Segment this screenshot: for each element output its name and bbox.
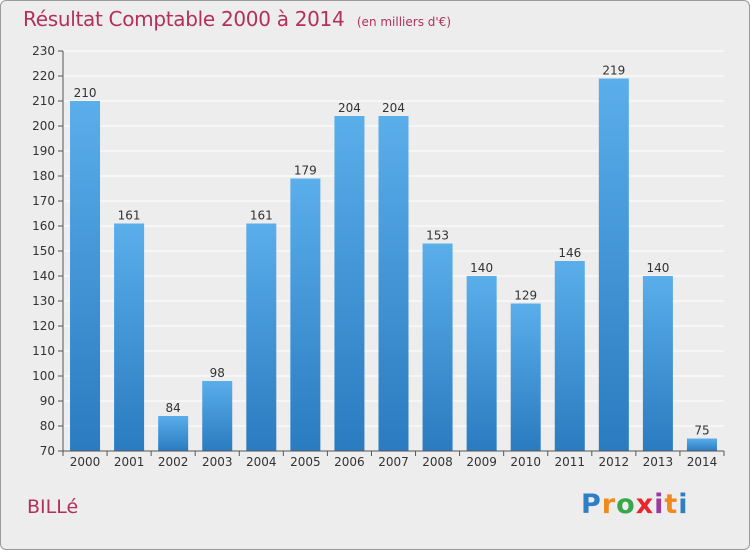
data-label: 84 <box>166 401 181 415</box>
chart-title: Résultat Comptable 2000 à 2014 <box>23 7 345 31</box>
bar-2005 <box>290 178 321 451</box>
x-tick-label: 2009 <box>466 455 497 469</box>
bar-2013 <box>642 276 673 451</box>
bar-2000 <box>70 101 101 451</box>
y-tick-label: 90 <box>40 394 55 408</box>
bar-2008 <box>422 243 453 451</box>
bars <box>70 78 717 451</box>
bar-2003 <box>202 381 233 451</box>
x-tick-label: 2008 <box>422 455 453 469</box>
x-tick-label: 2014 <box>687 455 718 469</box>
y-tick-label: 210 <box>32 94 55 108</box>
x-tick-label: 2002 <box>158 455 189 469</box>
data-label: 204 <box>338 101 361 115</box>
logo-letter: P <box>581 489 602 520</box>
y-tick-label: 70 <box>40 444 55 458</box>
bar-2014 <box>686 438 717 451</box>
y-tick-label: 100 <box>32 369 55 383</box>
data-label: 98 <box>210 366 225 380</box>
data-label: 219 <box>602 64 625 78</box>
data-label: 75 <box>694 424 709 438</box>
y-tick-label: 220 <box>32 69 55 83</box>
logo-letter: o <box>616 489 636 520</box>
logo-letter: t <box>664 489 679 520</box>
x-tick-label: 2013 <box>643 455 674 469</box>
y-tick-label: 150 <box>32 244 55 258</box>
axes: 7080901001101201301401501601701801902002… <box>32 44 725 469</box>
data-label: 179 <box>294 164 317 178</box>
data-label: 129 <box>514 289 537 303</box>
y-tick-label: 110 <box>32 344 55 358</box>
bar-2004 <box>246 223 277 451</box>
y-tick-label: 80 <box>40 419 55 433</box>
y-tick-label: 160 <box>32 219 55 233</box>
data-label: 153 <box>426 229 449 243</box>
y-tick-label: 130 <box>32 294 55 308</box>
x-tick-label: 2000 <box>70 455 101 469</box>
x-tick-label: 2012 <box>599 455 630 469</box>
data-label: 204 <box>382 101 405 115</box>
logo-letter: r <box>601 489 617 520</box>
logo-letter: i <box>654 489 665 520</box>
y-tick-label: 180 <box>32 169 55 183</box>
y-tick-label: 120 <box>32 319 55 333</box>
bar-2006 <box>334 116 365 451</box>
y-tick-label: 140 <box>32 269 55 283</box>
bar-2007 <box>378 116 409 451</box>
data-label: 146 <box>558 246 581 260</box>
x-tick-label: 2010 <box>510 455 541 469</box>
chart-unit: (en milliers d'€) <box>356 15 451 29</box>
y-tick-label: 170 <box>32 194 55 208</box>
x-tick-label: 2006 <box>334 455 365 469</box>
bar-2009 <box>466 276 497 451</box>
x-tick-label: 2003 <box>202 455 233 469</box>
x-tick-label: 2011 <box>554 455 585 469</box>
y-tick-label: 230 <box>32 44 55 58</box>
place-name: BILLé <box>27 496 79 518</box>
y-tick-label: 200 <box>32 119 55 133</box>
logo-letter: i <box>678 489 689 520</box>
proxiti-logo: Proxiti <box>581 489 689 520</box>
logo-letter: x <box>635 489 655 520</box>
data-label: 140 <box>470 261 493 275</box>
bar-2001 <box>114 223 145 451</box>
title-row: Résultat Comptable 2000 à 2014 (en milli… <box>23 7 451 31</box>
x-tick-label: 2007 <box>378 455 409 469</box>
data-label: 161 <box>118 209 141 223</box>
x-tick-label: 2005 <box>290 455 321 469</box>
x-tick-label: 2004 <box>246 455 277 469</box>
data-label: 161 <box>250 209 273 223</box>
bar-2010 <box>510 303 541 451</box>
y-tick-label: 190 <box>32 144 55 158</box>
data-label: 140 <box>646 261 669 275</box>
data-labels: 210 161 84 98 161 179 204 204 153 140 129 146 219 140… <box>74 64 710 438</box>
bar-2002 <box>158 416 189 451</box>
bar-2011 <box>554 261 585 451</box>
x-tick-label: 2001 <box>114 455 145 469</box>
bar-2012 <box>598 78 629 451</box>
data-label: 210 <box>74 86 97 100</box>
